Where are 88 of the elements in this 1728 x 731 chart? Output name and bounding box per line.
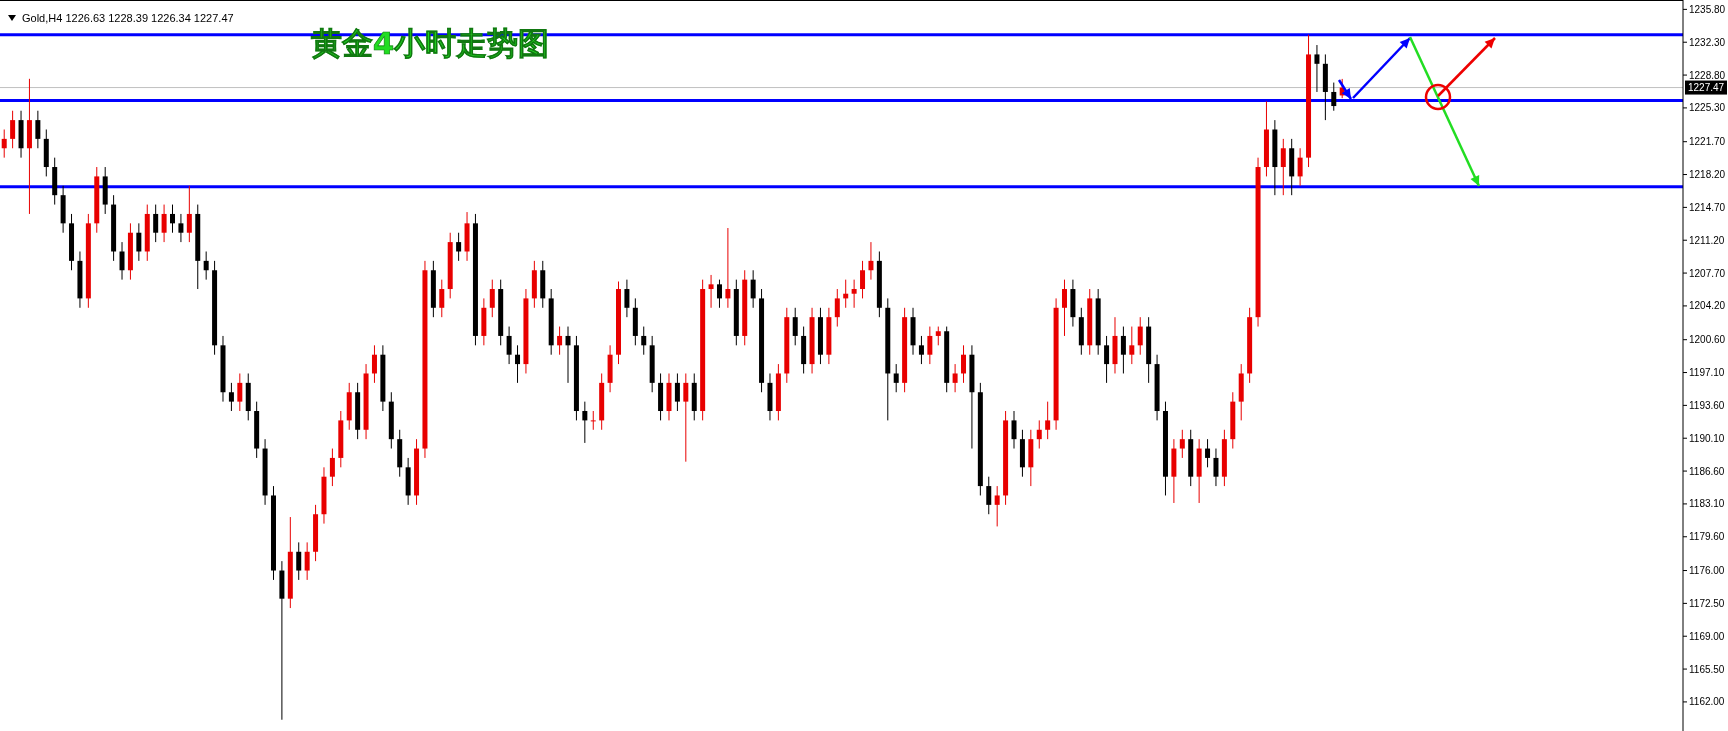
- y-tick-label: 1162.00: [1689, 696, 1725, 708]
- y-tick-label: 1200.60: [1689, 334, 1726, 346]
- y-tick-label: 1183.10: [1689, 498, 1725, 510]
- y-tick-label: 1165.50: [1689, 663, 1725, 675]
- y-tick-label: 1179.60: [1689, 531, 1725, 543]
- candlestick: [506, 326, 512, 365]
- candlestick: [590, 410, 596, 431]
- candlestick: [1062, 279, 1067, 337]
- candlestick: [1179, 429, 1185, 459]
- candlestick: [868, 241, 874, 281]
- y-tick-label: 1235.80: [1689, 3, 1726, 15]
- candlestick: [515, 344, 521, 384]
- candlestick: [1045, 401, 1051, 440]
- candlestick: [136, 222, 142, 262]
- ref-line-label: 1227.47: [1688, 82, 1725, 94]
- candlestick: [371, 344, 377, 384]
- candlestick: [708, 274, 714, 309]
- text: 黄金4小时走势图: [310, 25, 550, 61]
- candlestick: [1036, 419, 1042, 450]
- annotation: 1226.63 1228.39 1226.34 1227.47: [65, 12, 234, 24]
- y-tick-label: 1186.60: [1689, 465, 1725, 477]
- y-tick-label: 1172.50: [1689, 597, 1725, 609]
- candlestick: [203, 250, 209, 281]
- candlestick: [1137, 316, 1143, 356]
- text: Gold,H4: [22, 12, 63, 24]
- y-tick-label: 1232.30: [1689, 36, 1726, 48]
- candlestick: [1, 129, 7, 159]
- candlestick: [161, 204, 167, 243]
- candlestick: [935, 326, 941, 346]
- candlestick: [153, 204, 159, 243]
- candlestick: [329, 448, 335, 487]
- candlestick: [1104, 335, 1110, 384]
- y-tick-label: 1197.10: [1689, 367, 1725, 379]
- candlestick: [186, 185, 192, 243]
- candlestick: [674, 372, 680, 412]
- candlestick: [952, 363, 958, 393]
- candlestick: [792, 307, 798, 346]
- y-tick-label: 1176.00: [1689, 565, 1725, 577]
- y-tick-label: 1214.70: [1689, 201, 1726, 213]
- y-tick-label: 1218.20: [1689, 169, 1726, 181]
- candlestick: [994, 485, 1000, 527]
- y-tick-label: 1207.70: [1689, 267, 1726, 279]
- candlestick: [565, 326, 571, 384]
- candlestick: [237, 372, 243, 412]
- candlestick: [725, 227, 731, 309]
- candlestick: [35, 110, 41, 149]
- candlestick: [750, 269, 756, 309]
- candlestick: [834, 288, 840, 328]
- candlestick: [489, 279, 495, 318]
- candlestick: [170, 204, 176, 234]
- candlestick: [456, 232, 462, 262]
- candlestick: [961, 344, 967, 384]
- y-tick-label: 1193.60: [1689, 399, 1725, 411]
- candlestick: [860, 260, 866, 299]
- candlestick: [439, 279, 445, 318]
- candlestick: [927, 326, 933, 365]
- candlestick: [10, 110, 16, 149]
- candlestick: [1331, 82, 1337, 112]
- candlestick: [1129, 326, 1135, 365]
- candlestick: [1297, 147, 1303, 187]
- candlestick: [1011, 410, 1017, 450]
- candlestick: [228, 382, 234, 412]
- candlestick: [1280, 138, 1286, 196]
- candlestick: [304, 541, 310, 581]
- candlestick: [1120, 326, 1126, 374]
- y-tick-label: 1211.20: [1689, 234, 1725, 246]
- y-tick-label: 1204.20: [1689, 300, 1726, 312]
- candlestick: [716, 279, 722, 309]
- candlestick: [918, 335, 924, 365]
- candlestick: [1205, 438, 1211, 468]
- candlestick: [641, 326, 647, 356]
- candlestick: [1314, 44, 1320, 93]
- candlestick: [296, 541, 302, 581]
- candlestick: [624, 279, 630, 318]
- y-tick-label: 1228.80: [1689, 69, 1726, 81]
- candlestick: [851, 279, 857, 309]
- candlestick: [986, 476, 992, 515]
- y-tick-label: 1225.30: [1689, 102, 1726, 114]
- candlestick: [893, 363, 899, 393]
- candlestick: [178, 213, 184, 243]
- y-tick-label: 1221.70: [1689, 136, 1726, 148]
- candlestick: [557, 326, 563, 356]
- y-tick-label: 1190.10: [1689, 432, 1725, 444]
- candlestick: [582, 401, 588, 444]
- candlestick: [1213, 448, 1219, 487]
- candlestick: [683, 372, 689, 463]
- candlestick: [119, 241, 125, 281]
- y-tick-label: 1169.00: [1689, 630, 1725, 642]
